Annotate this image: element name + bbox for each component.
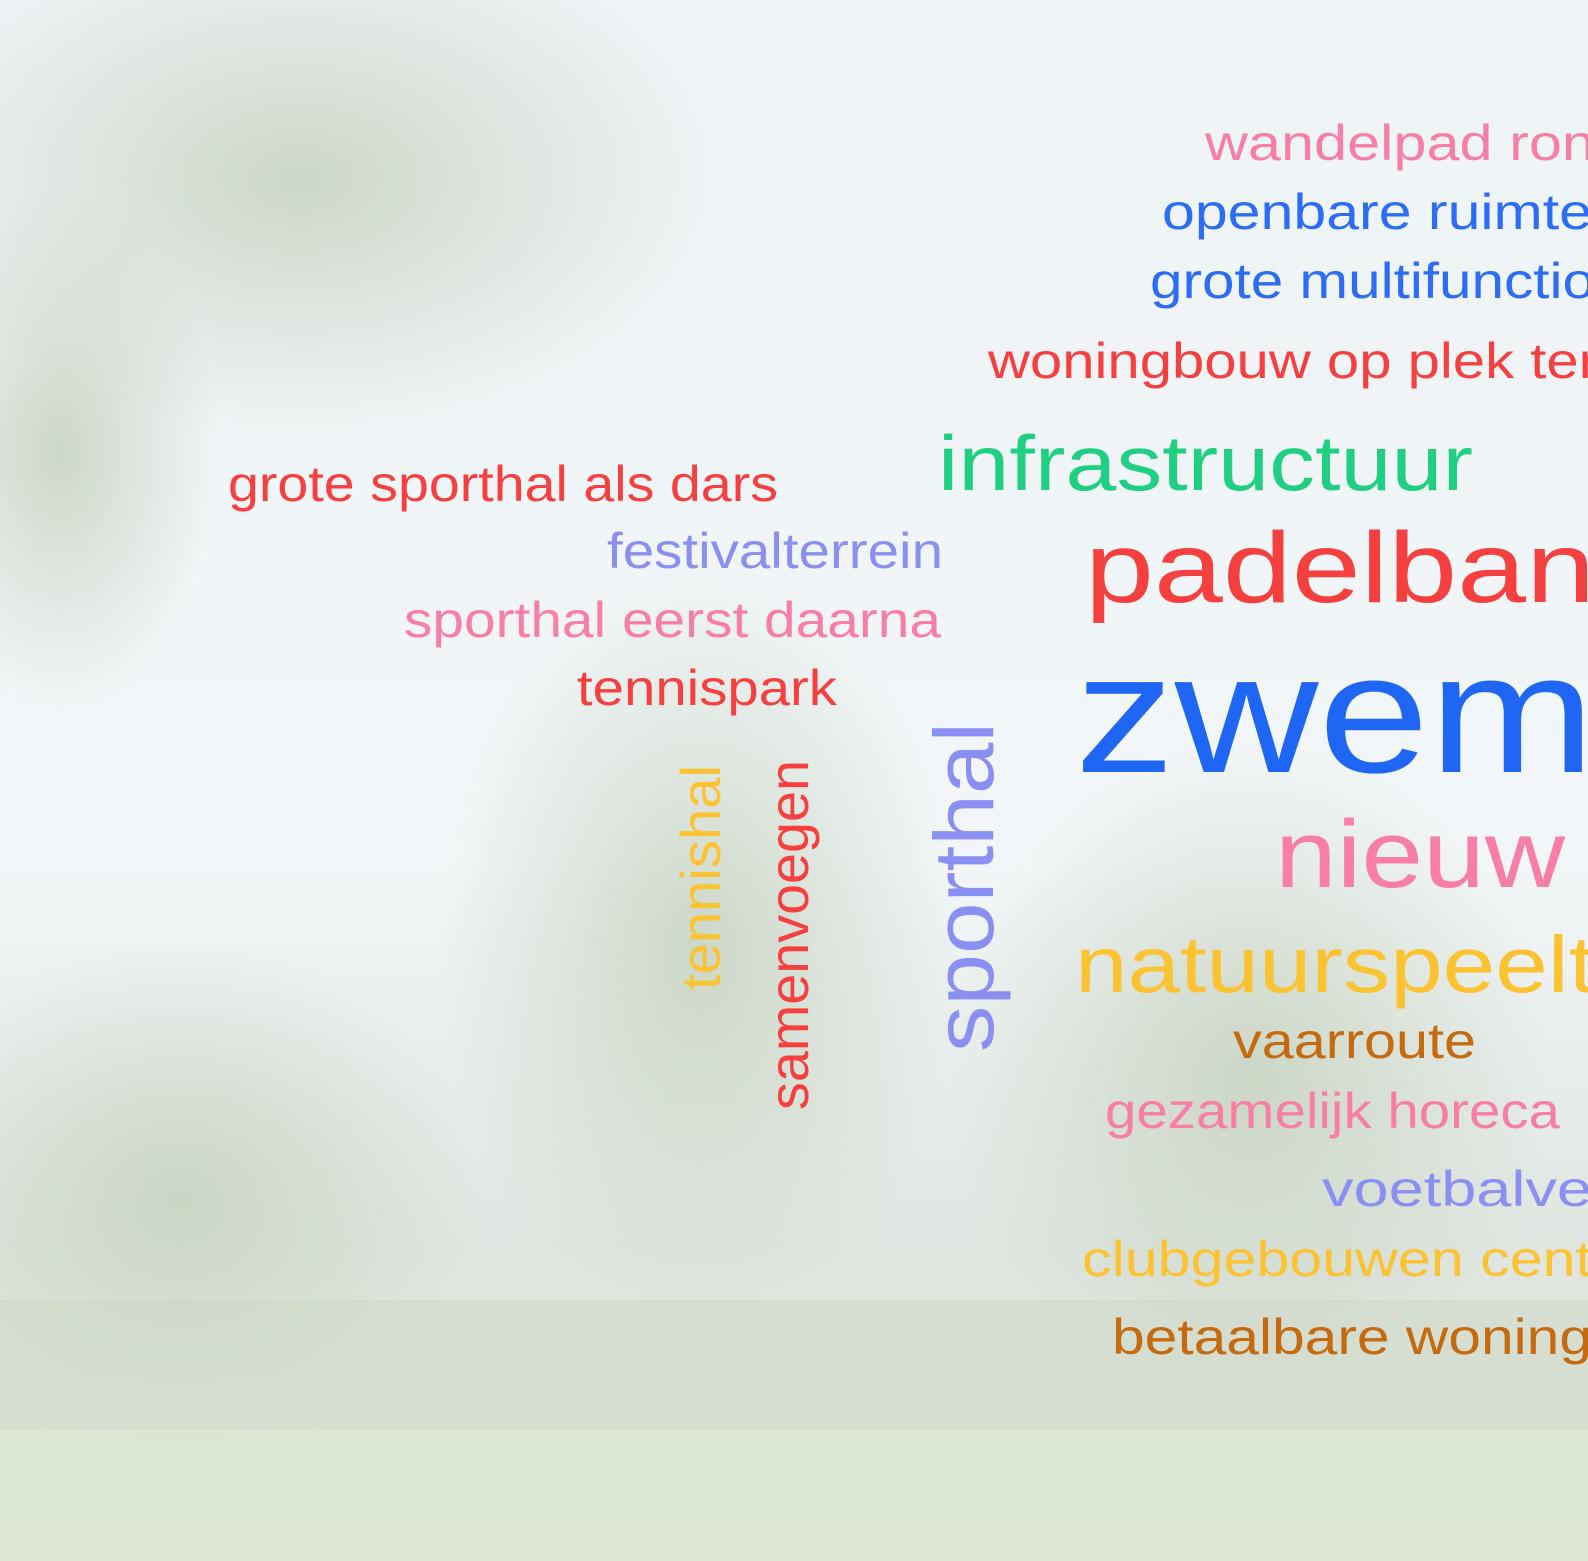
word: festivalterrein [607, 523, 943, 579]
word: betaalbare woning [1112, 1309, 1588, 1365]
word: zwem [1075, 619, 1588, 809]
word: samenvoegen [757, 760, 820, 1110]
word: grote multifunctio [1150, 253, 1588, 309]
word: vaarroute [1233, 1013, 1476, 1069]
word: nieuw [1275, 801, 1566, 908]
word: wandelpad ron [1204, 115, 1588, 171]
word: gezamelijk horeca [1105, 1083, 1560, 1139]
word: openbare ruimte [1162, 184, 1588, 240]
word: tennishal [669, 765, 732, 990]
word: infrastructuur [938, 419, 1473, 507]
word: clubgebouwen cent [1082, 1231, 1588, 1287]
word: sporthal eerst daarna [404, 592, 941, 648]
word: padelban [1085, 512, 1588, 624]
word: woningbouw op plek ter [987, 333, 1588, 389]
word: tennispark [577, 660, 838, 716]
page: wandelpad ron openbare ruimte grote multif… [0, 0, 1588, 1561]
word: grote sporthal als dars [228, 456, 778, 512]
word: voetbalve [1322, 1161, 1588, 1217]
word: sporthal [917, 722, 1011, 1052]
word-cloud: wandelpad ron openbare ruimte grote multif… [0, 0, 1588, 1561]
word: natuurspeelt [1075, 920, 1588, 1009]
